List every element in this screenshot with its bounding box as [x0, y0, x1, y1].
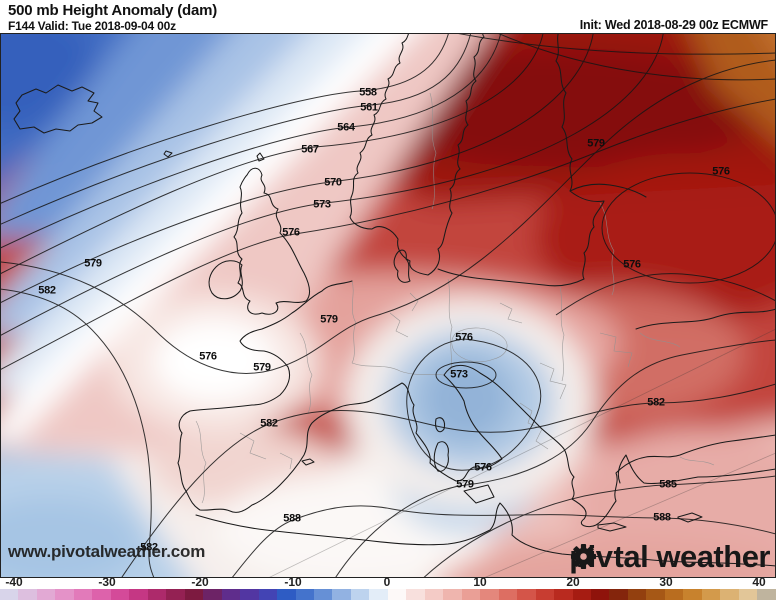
contour-label: 573 — [450, 368, 468, 381]
colorbar-tick: -10 — [284, 575, 302, 589]
colorbar-tick: -20 — [191, 575, 209, 589]
contour-lines — [0, 33, 776, 578]
graticule-lines — [267, 328, 776, 578]
anomaly-map: 558 561 564 567 570 573 576 579 582 579 576 579 576 5… — [0, 33, 776, 578]
colorbar-tick: 40 — [752, 575, 766, 589]
colorbar-segment — [517, 589, 536, 600]
colorbar-tick-row: -40 -30 -20 -10 0 10 20 30 40 — [0, 575, 776, 589]
colorbar-segment — [591, 589, 610, 600]
contour-label: 576 — [712, 165, 730, 178]
colorbar-segment — [646, 589, 665, 600]
colorbar-segment — [498, 589, 518, 600]
page-title: 500 mb Height Anomaly (dam) — [8, 2, 218, 19]
colorbar-tick: 10 — [473, 575, 487, 589]
colorbar-segment — [350, 589, 370, 600]
contour-label: 576 — [199, 350, 217, 363]
coastlines — [13, 33, 776, 567]
contour-label: 570 — [324, 176, 342, 189]
pivotal-weather-logo: piv tal weather — [569, 541, 770, 572]
colorbar-segment — [129, 589, 148, 600]
contour-label: 558 — [359, 86, 377, 99]
colorbar-segment — [295, 589, 314, 600]
colorbar-segment — [627, 589, 647, 600]
colorbar-segment — [387, 589, 407, 600]
colorbar-segment — [424, 589, 444, 600]
contour-label: 576 — [623, 258, 641, 271]
contour-label: 588 — [283, 512, 301, 525]
contour-label: 585 — [659, 478, 677, 491]
colorbar-segment — [461, 589, 481, 600]
colorbar-segment — [73, 589, 93, 600]
contour-label: 579 — [320, 313, 338, 326]
colorbar-segment — [184, 589, 204, 600]
contour-label: 567 — [301, 143, 319, 156]
contour-label: 588 — [653, 511, 671, 524]
contour-label: 582 — [647, 396, 665, 409]
colorbar-segment — [701, 589, 721, 600]
colorbar-segment — [609, 589, 628, 600]
colorbar-segment — [406, 589, 425, 600]
init-time-label: Init: Wed 2018-08-29 00z ECMWF — [579, 18, 768, 32]
colorbar-tick: 20 — [566, 575, 580, 589]
contour-label: 579 — [84, 257, 102, 270]
colorbar-segment — [92, 589, 111, 600]
colorbar-segment — [480, 589, 499, 600]
colorbar-segment — [55, 589, 74, 600]
colorbar — [0, 589, 776, 600]
colorbar-segment — [18, 589, 37, 600]
anomaly-map-canvas — [0, 33, 776, 578]
colorbar-tick: 30 — [659, 575, 673, 589]
contour-label: 582 — [38, 284, 56, 297]
colorbar-segment — [147, 589, 167, 600]
valid-time-label: F144 Valid: Tue 2018-09-04 00z — [8, 19, 176, 33]
colorbar-segment — [369, 589, 388, 600]
colorbar-segment — [554, 589, 573, 600]
colorbar-segment — [166, 589, 185, 600]
colorbar-segment — [664, 589, 684, 600]
colorbar-segment — [221, 589, 241, 600]
contour-label: 582 — [140, 541, 158, 554]
colorbar-segment — [683, 589, 702, 600]
logo-text-tal-weather: tal weather — [613, 539, 771, 574]
contour-label: 579 — [253, 361, 271, 374]
colorbar-segment — [203, 589, 222, 600]
country-borders — [195, 92, 715, 504]
colorbar-segment — [720, 589, 739, 600]
colorbar-segment — [36, 589, 56, 600]
gear-icon — [571, 543, 597, 570]
colorbar-segment — [443, 589, 462, 600]
colorbar-segment — [258, 589, 278, 600]
watermark: www.pivotalweather.com — [8, 542, 206, 561]
contour-label: 576 — [474, 461, 492, 474]
colorbar-segment — [332, 589, 351, 600]
colorbar-segment — [535, 589, 555, 600]
colorbar-segment — [572, 589, 591, 600]
contour-label: 582 — [260, 417, 278, 430]
contour-label: 579 — [456, 478, 474, 491]
header: 500 mb Height Anomaly (dam) F144 Valid: … — [0, 0, 776, 33]
colorbar-segment — [313, 589, 333, 600]
colorbar-segment — [757, 589, 776, 600]
colorbar-segment — [738, 589, 758, 600]
colorbar-tick: -30 — [98, 575, 116, 589]
colorbar-tick: -40 — [5, 575, 23, 589]
colorbar-segment — [240, 589, 259, 600]
colorbar-tick: 0 — [383, 575, 391, 589]
colorbar-segment — [277, 589, 296, 600]
contour-label: 561 — [360, 101, 378, 114]
contour-label: 573 — [313, 198, 331, 211]
colorbar-segment — [0, 589, 19, 600]
contour-label: 564 — [337, 121, 355, 134]
contour-label: 576 — [455, 331, 473, 344]
colorbar-segment — [110, 589, 130, 600]
contour-label: 579 — [587, 137, 605, 150]
contour-label: 576 — [282, 226, 300, 239]
anomaly-shading — [0, 33, 776, 578]
